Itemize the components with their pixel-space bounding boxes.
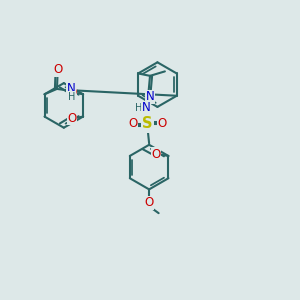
Text: O: O	[53, 63, 62, 76]
Text: N: N	[146, 90, 154, 104]
Text: H: H	[68, 92, 76, 102]
Text: O: O	[67, 112, 76, 124]
Text: O: O	[158, 118, 167, 130]
Text: O: O	[67, 86, 76, 99]
Text: O: O	[151, 148, 160, 161]
Text: O: O	[145, 196, 154, 209]
Text: N: N	[142, 101, 151, 114]
Text: O: O	[128, 118, 137, 130]
Text: S: S	[142, 116, 153, 131]
Text: H: H	[135, 103, 143, 112]
Text: N: N	[67, 82, 76, 95]
